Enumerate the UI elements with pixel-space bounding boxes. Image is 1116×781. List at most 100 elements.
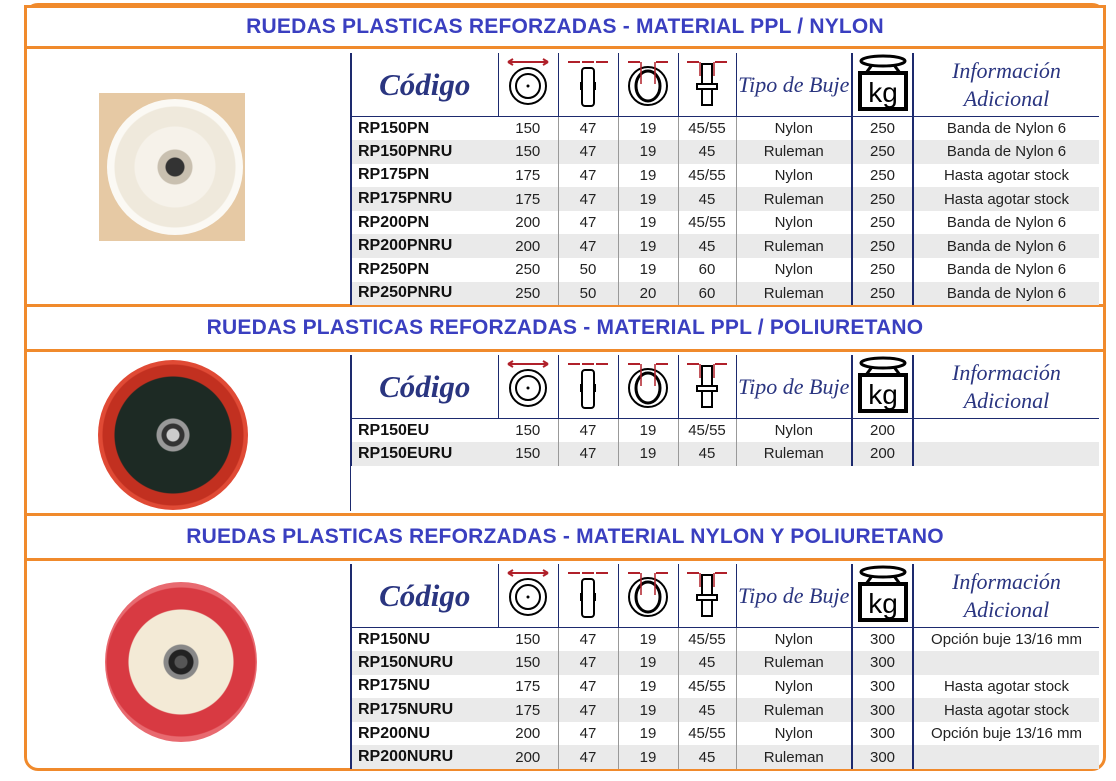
cell-load: 300 [851,674,914,699]
axle-icon [677,53,736,117]
table-row: RP175NURU 175 47 19 45 Ruleman 300 Hasta agotar… [350,698,1099,722]
cell-axle: 45 [677,442,736,466]
cell-buje: Nylon [735,210,852,235]
cell-hub: 19 [617,187,678,211]
cell-buje: Ruleman [735,651,852,675]
cell-axle: 60 [677,258,736,282]
cell-hub: 19 [617,627,678,652]
cell-diameter: 200 [498,745,558,770]
cell-width: 47 [557,651,618,675]
cell-diameter: 200 [515,725,541,743]
cell-load: 300 [851,651,914,675]
cell-info: Banda de Nylon 6 [912,234,1099,259]
axle-icon [677,564,736,628]
table-header: Código Tipo de Buje kg Información Adici… [350,53,1099,117]
cell-hub: 19 [617,745,678,770]
cell-diameter: 150 [498,651,558,675]
table-nylon: Código Tipo de Buje kg Información Adici… [350,53,1099,306]
cell-axle: 45/55 [677,674,736,699]
table-row: RP200PN 200 47 19 45/55 Nylon 250 Banda de Nylo… [350,210,1099,235]
cell-width: 47 [557,187,618,211]
cell-load: 250 [851,258,914,282]
table-row: RP150NURU 150 47 19 45 Ruleman 300 [350,651,1099,675]
table-row: RP150EU 150 47 19 45/55 Nylon 200 [350,418,1099,443]
cell-axle: 45/55 [677,721,736,746]
cell-axle: 45/55 [677,210,736,235]
wheel-nylon-photo [99,93,245,241]
cell-info: Banda de Nylon 6 [912,116,1099,141]
table-header: Código Tipo de Buje kg Información Adici… [350,564,1099,628]
cell-width: 47 [557,210,618,235]
cell-diameter: 250 [498,281,558,306]
cell-load: 300 [851,721,914,746]
header-info: Información Adicional [912,564,1099,628]
weight-kg-icon: kg [851,53,914,117]
svg-text:kg: kg [868,588,898,619]
diameter-icon [497,564,558,628]
table-row: RP200NU 200 47 19 45/55 Nylon 300 Opción buje 1… [350,721,1099,746]
cell-buje: Ruleman [735,140,852,164]
cell-axle: 60 [677,281,736,306]
diameter-icon [497,355,558,419]
cell-buje: Ruleman [735,234,852,259]
cell-axle: 45 [677,651,736,675]
table-polyurethane: Código Tipo de Buje kg Información Adici… [350,355,1099,466]
cell-info: Hasta agotar stock [912,698,1099,722]
hub-icon [617,564,678,628]
cell-load: 250 [851,210,914,235]
cell-diameter: 150 [498,140,558,164]
header-buje: Tipo de Buje [735,355,852,419]
table-row: RP200NURU 200 47 19 45 Ruleman 300 [350,745,1099,770]
cell-info: Opción buje 13/16 mm [912,627,1099,652]
header-code: Código [350,564,498,628]
cell-hub: 19 [617,698,678,722]
wheel-polyurethane-photo [95,360,251,510]
table-nylon-polyurethane: Código Tipo de Buje kg Información Adici… [350,564,1099,770]
cell-axle: 45 [677,187,736,211]
cell-code: RP150NURU [350,651,498,675]
cell-hub: 19 [617,234,678,259]
table-row: RP150PN 150 47 19 45/55 Nylon 250 Banda de Nylo… [350,116,1099,141]
cell-code: RP150PNRU [350,140,498,164]
cell-load: 300 [851,698,914,722]
cell-load: 200 [851,442,914,466]
header-buje: Tipo de Buje [735,564,852,628]
empty-area [350,463,351,511]
hub-icon [617,355,678,419]
cell-info: Banda de Nylon 6 [912,258,1099,282]
cell-info: Banda de Nylon 6 [912,140,1099,164]
cell-load: 250 [851,234,914,259]
header-code: Código [350,355,498,419]
cell-buje: Nylon [735,721,852,746]
cell-axle: 45/55 [677,116,736,141]
cell-info: Banda de Nylon 6 [912,281,1099,306]
cell-hub: 19 [617,674,678,699]
cell-buje: Ruleman [735,698,852,722]
cell-buje: Ruleman [735,442,852,466]
cell-load: 300 [851,745,914,770]
cell-hub: 19 [617,721,678,746]
cell-code: RP175PNRU [350,187,498,211]
cell-load: 300 [851,627,914,652]
cell-hub: 19 [617,210,678,235]
cell-width: 47 [557,163,618,188]
cell-code: RP175NURU [350,698,498,722]
cell-diameter: 200 [498,234,558,259]
cell-info [912,418,1099,443]
cell-width: 47 [557,234,618,259]
cell-width: 47 [557,745,618,770]
width-icon [557,53,618,117]
table-row: RP200PNRU 200 47 19 45 Ruleman 250 Banda de Nyl… [350,234,1099,259]
cell-info [912,442,1099,466]
cell-width: 47 [557,116,618,141]
cell-width: 47 [557,674,618,699]
cell-load: 250 [851,116,914,141]
cell-info: Hasta agotar stock [912,674,1099,699]
cell-width: 47 [557,442,618,466]
width-icon [557,564,618,628]
cell-load: 250 [851,187,914,211]
svg-text:kg: kg [868,77,898,108]
cell-info: Hasta agotar stock [912,163,1099,188]
cell-load: 250 [851,140,914,164]
cell-diameter: 175 [498,187,558,211]
